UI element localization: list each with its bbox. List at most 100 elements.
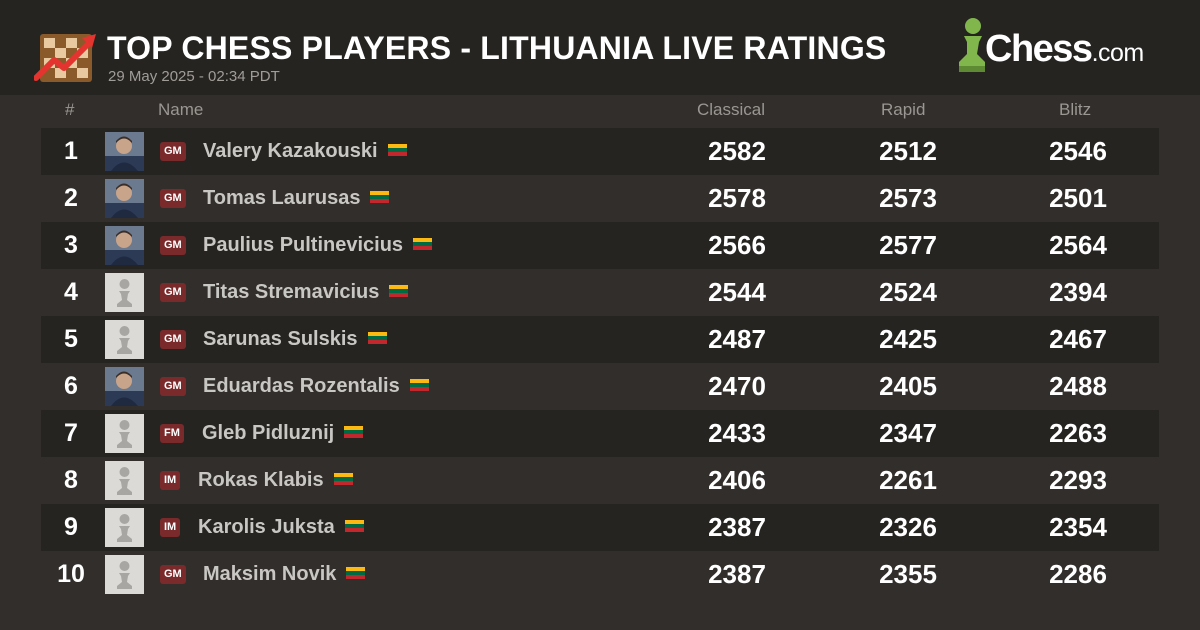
rank-number: 4 [64,278,78,306]
blitz-rating: 2286 [1049,559,1107,589]
column-header-rapid[interactable]: Rapid [881,100,926,119]
blitz-rating: 2501 [1049,183,1107,213]
lithuania-flag-icon [333,472,353,485]
chessboard-trend-icon [34,34,96,82]
pawn-icon [105,273,144,312]
lithuania-flag-icon [389,284,409,297]
classical-rating: 2578 [708,183,766,213]
table-row[interactable]: 2 GM Tomas Laurusas 2578 2573 2501 [41,175,1159,222]
classical-rating: 2406 [708,465,766,495]
player-name-link[interactable]: Gleb Pidluznij [202,410,364,457]
player-name-link[interactable]: Valery Kazakouski [203,128,407,175]
player-photo-icon [105,179,144,218]
blitz-rating: 2354 [1049,512,1107,542]
table-row[interactable]: 7 FM Gleb Pidluznij 2433 2347 2263 [41,410,1159,457]
chess-title-badge: GM [160,142,186,161]
player-name: Sarunas Sulskis [203,328,358,350]
classical-rating: 2487 [708,324,766,354]
column-header-blitz[interactable]: Blitz [1059,100,1092,119]
chess-title-badge: IM [160,471,181,490]
chess-title-badge: GM [160,236,186,255]
lithuania-flag-icon [344,425,364,438]
blitz-rating: 2546 [1049,136,1107,166]
ratings-table: 1 GM Valery Kazakouski 2582 2512 2546 2 GM Tomas… [41,128,1159,598]
chess-title-badge: GM [160,377,186,396]
table-row[interactable]: 9 IM Karolis Juksta 2387 2326 2354 [41,504,1159,551]
rapid-rating: 2347 [879,418,937,448]
table-row[interactable]: 8 IM Rokas Klabis 2406 2261 2293 [41,457,1159,504]
lithuania-flag-icon [387,143,407,156]
table-row[interactable]: 3 GM Paulius Pultinevicius 2566 2577 2564 [41,222,1159,269]
brand-suffix: .com [1091,39,1145,67]
rank-number: 2 [64,184,78,212]
table-row[interactable]: 6 GM Eduardas Rozentalis 2470 2405 2488 [41,363,1159,410]
table-row[interactable]: 4 GM Titas Stremavicius 2544 2524 2394 [41,269,1159,316]
player-name-link[interactable]: Karolis Juksta [198,504,364,551]
chess-title-badge: FM [160,424,184,443]
rapid-rating: 2355 [879,559,937,589]
rank-number: 5 [64,325,78,353]
lithuania-flag-icon [344,519,364,532]
player-name-link[interactable]: Eduardas Rozentalis [203,363,429,410]
classical-rating: 2387 [708,559,766,589]
pawn-placeholder-avatar[interactable] [105,273,144,312]
lithuania-flag-icon [409,378,429,391]
blitz-rating: 2467 [1049,324,1107,354]
pawn-placeholder-avatar[interactable] [105,461,144,500]
pawn-icon [105,508,144,547]
player-name: Karolis Juksta [198,516,335,538]
player-photo-icon [105,226,144,265]
header-bar: TOP CHESS PLAYERS - LITHUANIA LIVE RATIN… [0,0,1200,95]
pawn-icon [105,414,144,453]
table-row[interactable]: 5 GM Sarunas Sulskis 2487 2425 2467 [41,316,1159,363]
rapid-rating: 2261 [879,465,937,495]
player-photo-icon [105,132,144,171]
player-photo-avatar[interactable] [105,179,144,218]
player-name: Tomas Laurusas [203,187,361,209]
chess-title-badge: IM [160,518,181,537]
classical-rating: 2433 [708,418,766,448]
pawn-placeholder-avatar[interactable] [105,414,144,453]
player-name-link[interactable]: Tomas Laurusas [203,175,390,222]
pawn-placeholder-avatar[interactable] [105,320,144,359]
rapid-rating: 2524 [879,277,937,307]
player-photo-avatar[interactable] [105,367,144,406]
brand-main: Chess [985,28,1093,70]
table-row[interactable]: 10 GM Maksim Novik 2387 2355 2286 [41,551,1159,598]
player-name-link[interactable]: Sarunas Sulskis [203,316,387,363]
column-header-name: Name [158,100,204,119]
classical-rating: 2544 [708,277,766,307]
player-photo-icon [105,367,144,406]
lithuania-flag-icon [367,331,387,344]
rapid-rating: 2405 [879,371,937,401]
chess-title-badge: GM [160,189,186,208]
lithuania-flag-icon [346,566,366,579]
player-name-link[interactable]: Maksim Novik [203,551,366,598]
pawn-icon [105,555,144,594]
player-name: Maksim Novik [203,563,337,585]
rapid-rating: 2326 [879,512,937,542]
player-name-link[interactable]: Paulius Pultinevicius [203,222,433,269]
rank-number: 3 [64,231,78,259]
player-name-link[interactable]: Rokas Klabis [198,457,353,504]
rapid-rating: 2425 [879,324,937,354]
rapid-rating: 2512 [879,136,937,166]
player-photo-avatar[interactable] [105,226,144,265]
table-row[interactable]: 1 GM Valery Kazakouski 2582 2512 2546 [41,128,1159,175]
rank-number: 9 [64,513,78,541]
player-name: Eduardas Rozentalis [203,375,400,397]
lithuania-flag-icon [413,237,433,250]
player-name-link[interactable]: Titas Stremavicius [203,269,409,316]
player-name: Paulius Pultinevicius [203,234,404,256]
chess-com-logo[interactable]: Chess.com [955,16,1170,76]
classical-rating: 2566 [708,230,766,260]
lithuania-flag-icon [370,190,390,203]
column-header-classical[interactable]: Classical [697,100,766,119]
rank-number: 8 [64,466,78,494]
player-name: Valery Kazakouski [203,140,378,162]
pawn-placeholder-avatar[interactable] [105,555,144,594]
player-photo-avatar[interactable] [105,132,144,171]
blitz-rating: 2564 [1049,230,1107,260]
pawn-placeholder-avatar[interactable] [105,508,144,547]
player-name: Titas Stremavicius [203,281,380,303]
